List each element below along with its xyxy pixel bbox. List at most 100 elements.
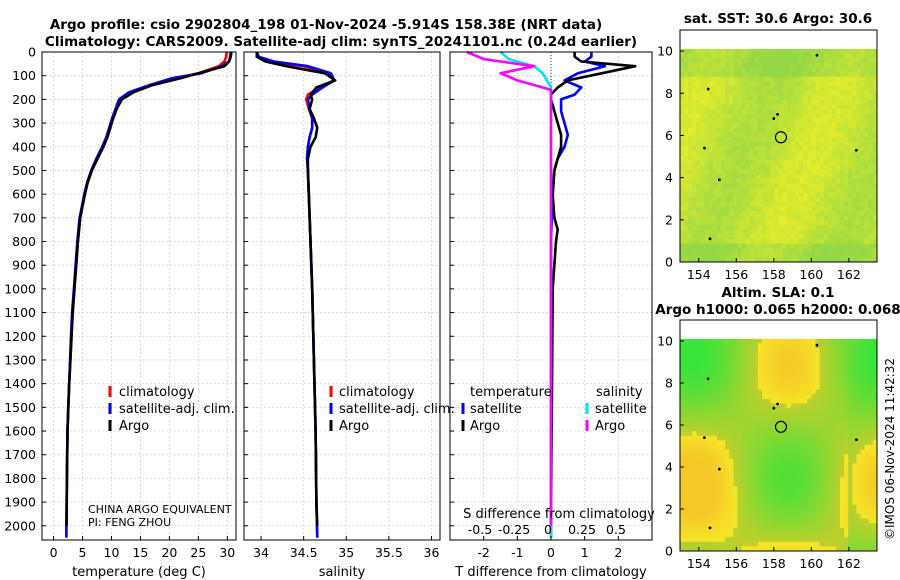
heatmap-cell bbox=[766, 357, 771, 363]
heatmap-cell bbox=[684, 527, 689, 533]
heatmap-cell bbox=[823, 72, 829, 78]
heatmap-cell bbox=[757, 123, 763, 129]
heatmap-cell bbox=[680, 58, 685, 64]
heatmap-cell bbox=[725, 178, 730, 184]
heatmap-cell bbox=[700, 141, 706, 147]
heatmap-cell bbox=[868, 504, 874, 510]
heatmap-cell bbox=[749, 440, 755, 446]
heatmap-cell bbox=[745, 412, 751, 418]
heatmap-cell bbox=[864, 72, 870, 78]
heatmap-cell bbox=[794, 532, 800, 538]
heatmap-cell bbox=[782, 398, 788, 404]
heatmap-cell bbox=[729, 48, 734, 55]
heatmap-cell bbox=[872, 380, 878, 386]
heatmap-cell bbox=[819, 206, 825, 212]
heatmap-cell bbox=[782, 491, 788, 497]
heatmap-cell bbox=[680, 238, 685, 244]
heatmap-cell bbox=[823, 421, 829, 427]
heatmap-cell bbox=[815, 90, 820, 96]
heatmap-cell bbox=[860, 385, 866, 391]
heatmap-cell bbox=[840, 495, 845, 501]
heatmap-cell bbox=[733, 155, 738, 161]
heatmap-cell bbox=[831, 113, 837, 119]
heatmap-cell bbox=[712, 187, 718, 193]
heatmap-cell bbox=[831, 435, 837, 441]
heatmap-cell bbox=[786, 178, 792, 184]
heatmap-cell bbox=[827, 523, 833, 529]
heatmap-cell bbox=[770, 118, 775, 124]
heatmap-cell bbox=[852, 164, 857, 170]
heatmap-cell bbox=[770, 146, 775, 152]
heatmap-cell bbox=[848, 58, 853, 64]
heatmap-cell bbox=[721, 380, 726, 386]
heatmap-cell bbox=[680, 546, 685, 552]
heatmap-cell bbox=[684, 435, 689, 441]
heatmap-cell bbox=[844, 357, 849, 363]
heatmap-cell bbox=[688, 48, 693, 55]
heatmap-cell bbox=[696, 146, 701, 152]
heatmap-cell bbox=[684, 118, 689, 124]
heatmap-cell bbox=[819, 486, 825, 492]
heatmap-cell bbox=[680, 169, 685, 175]
heatmap-cell bbox=[680, 76, 685, 82]
heatmap-cell bbox=[856, 343, 861, 349]
heatmap-cell bbox=[766, 67, 771, 73]
heatmap-cell bbox=[716, 132, 722, 138]
heatmap-cell bbox=[848, 417, 853, 423]
heatmap-cell bbox=[688, 252, 693, 258]
heatmap-cell bbox=[864, 509, 870, 515]
heatmap-cell bbox=[688, 366, 693, 372]
heatmap-cell bbox=[815, 481, 820, 487]
heatmap-cell bbox=[807, 458, 812, 464]
heatmap-cell bbox=[762, 398, 767, 404]
heatmap-cell bbox=[721, 343, 726, 349]
heatmap-cell bbox=[737, 541, 742, 547]
heatmap-cell bbox=[799, 343, 804, 349]
heatmap-cell bbox=[729, 509, 734, 515]
heatmap-cell bbox=[762, 375, 767, 381]
heatmap-cell bbox=[708, 504, 714, 510]
heatmap-cell bbox=[799, 234, 804, 240]
heatmap-cell bbox=[823, 371, 829, 377]
heatmap-cell bbox=[688, 444, 693, 450]
heatmap-cell bbox=[737, 48, 742, 55]
heatmap-cell bbox=[741, 495, 747, 501]
heatmap-cell bbox=[856, 348, 861, 354]
heatmap-cell bbox=[819, 472, 825, 478]
heatmap-cell bbox=[770, 127, 775, 133]
heatmap-cell bbox=[790, 224, 796, 230]
heatmap-cell bbox=[782, 546, 788, 552]
heatmap-cell bbox=[762, 104, 767, 110]
heatmap-cell bbox=[725, 398, 730, 404]
heatmap-cell bbox=[823, 90, 829, 96]
heatmap-cell bbox=[770, 192, 775, 198]
heatmap-cell bbox=[708, 86, 714, 92]
heatmap-cell bbox=[778, 477, 783, 483]
heatmap-cell bbox=[766, 426, 771, 432]
x-tick-label: 5 bbox=[79, 545, 87, 560]
heatmap-cell bbox=[815, 224, 820, 230]
heatmap-cell bbox=[848, 118, 853, 124]
heatmap-cell bbox=[868, 99, 874, 105]
heatmap-cell bbox=[807, 440, 812, 446]
heatmap-cell bbox=[778, 408, 783, 414]
heatmap-cell bbox=[815, 504, 820, 510]
heatmap-cell bbox=[766, 504, 771, 510]
series-line-argo bbox=[255, 52, 337, 526]
heatmap-cell bbox=[749, 338, 755, 344]
heatmap-cell bbox=[778, 174, 783, 180]
heatmap-cell bbox=[684, 366, 689, 372]
heatmap-cell bbox=[844, 132, 849, 138]
heatmap-cell bbox=[860, 514, 866, 520]
heatmap-cell bbox=[721, 53, 726, 59]
heatmap-cell bbox=[803, 248, 808, 254]
heatmap-cell bbox=[704, 53, 710, 59]
heatmap-cell bbox=[704, 343, 710, 349]
heatmap-cell bbox=[704, 514, 710, 520]
heatmap-cell bbox=[872, 366, 878, 372]
heatmap-cell bbox=[749, 389, 755, 395]
heatmap-cell bbox=[815, 257, 820, 263]
heatmap-cell bbox=[778, 252, 783, 258]
heatmap-cell bbox=[762, 183, 767, 189]
heatmap-cell bbox=[753, 72, 759, 78]
